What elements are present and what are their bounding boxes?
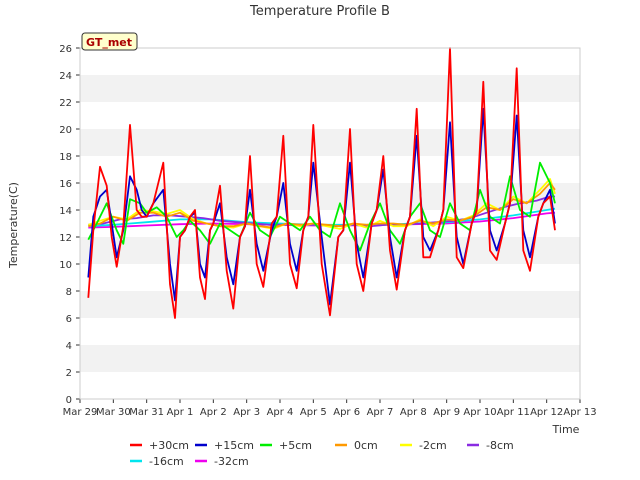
legend-label: +15cm <box>214 439 254 452</box>
x-tick-label: Apr 8 <box>400 407 427 418</box>
x-tick-label: Mar 31 <box>129 407 164 418</box>
legend-entry: -8cm <box>467 439 514 452</box>
legend-label: 0cm <box>354 439 378 452</box>
x-tick-label: Mar 30 <box>96 407 131 418</box>
y-tick-label: 12 <box>59 233 72 244</box>
grid-band <box>80 372 580 399</box>
grid-band <box>80 237 580 264</box>
y-tick-label: 18 <box>59 152 72 163</box>
y-tick-label: 14 <box>59 206 72 217</box>
grid-band <box>80 345 580 372</box>
x-tick-label: Apr 13 <box>563 407 596 418</box>
legend-entry: -32cm <box>195 455 249 468</box>
legend-label: -32cm <box>214 455 249 468</box>
legend-entry: +15cm <box>195 439 254 452</box>
y-tick-label: 22 <box>59 98 72 109</box>
gt-met-badge-label: GT_met <box>86 36 132 49</box>
legend-label: -2cm <box>419 439 447 452</box>
y-tick-label: 10 <box>59 260 72 271</box>
y-tick-label: 26 <box>59 44 72 55</box>
y-tick-label: 24 <box>59 71 72 82</box>
series-line-30cm <box>87 47 556 319</box>
x-tick-label: Apr 12 <box>530 407 563 418</box>
legend-entry: +30cm <box>130 439 189 452</box>
y-tick-label: 6 <box>66 314 72 325</box>
x-tick-label: Apr 2 <box>200 407 227 418</box>
x-tick-label: Apr 7 <box>367 407 394 418</box>
legend-label: -16cm <box>149 455 184 468</box>
series-lines <box>87 47 556 319</box>
gt-met-badge: GT_met <box>81 32 138 51</box>
x-axis-label: Time <box>552 423 580 436</box>
y-tick-label: 20 <box>59 125 72 136</box>
grid-band <box>80 156 580 183</box>
y-tick-label: 16 <box>59 179 72 190</box>
x-tick-label: Mar 29 <box>63 407 98 418</box>
grid-band <box>80 264 580 291</box>
y-tick-label: 0 <box>66 395 72 406</box>
legend-label: +30cm <box>149 439 189 452</box>
x-tick-label: Apr 3 <box>233 407 260 418</box>
legend-entry: +5cm <box>260 439 312 452</box>
legend: +30cm +15cm +5cm 0cm -2cm -8cm -16cm -32cm <box>130 439 514 468</box>
y-tick-label: 2 <box>66 368 72 379</box>
y-tick-label: 4 <box>66 341 72 352</box>
y-tick-label: 8 <box>66 287 72 298</box>
x-tick-label: Apr 11 <box>497 407 530 418</box>
grid-band <box>80 129 580 156</box>
x-tick-label: Apr 5 <box>300 407 327 418</box>
x-tick-label: Apr 1 <box>167 407 194 418</box>
x-tick-label: Apr 4 <box>267 407 294 418</box>
legend-label: +5cm <box>279 439 312 452</box>
y-axis-label: Temperature(C) <box>7 182 20 269</box>
x-tick-label: Apr 6 <box>333 407 360 418</box>
grid-band <box>80 318 580 345</box>
x-tick-label: Apr 9 <box>433 407 460 418</box>
grid-band <box>80 75 580 102</box>
legend-entry: 0cm <box>335 439 378 452</box>
plot-frame <box>79 47 581 400</box>
x-tick-label: Apr 10 <box>463 407 496 418</box>
legend-label: -8cm <box>486 439 514 452</box>
grid-band <box>80 48 580 75</box>
grid-band <box>80 102 580 129</box>
chart-title: Temperature Profile B <box>249 4 390 19</box>
legend-entry: -2cm <box>400 439 447 452</box>
legend-entry: -16cm <box>130 455 184 468</box>
